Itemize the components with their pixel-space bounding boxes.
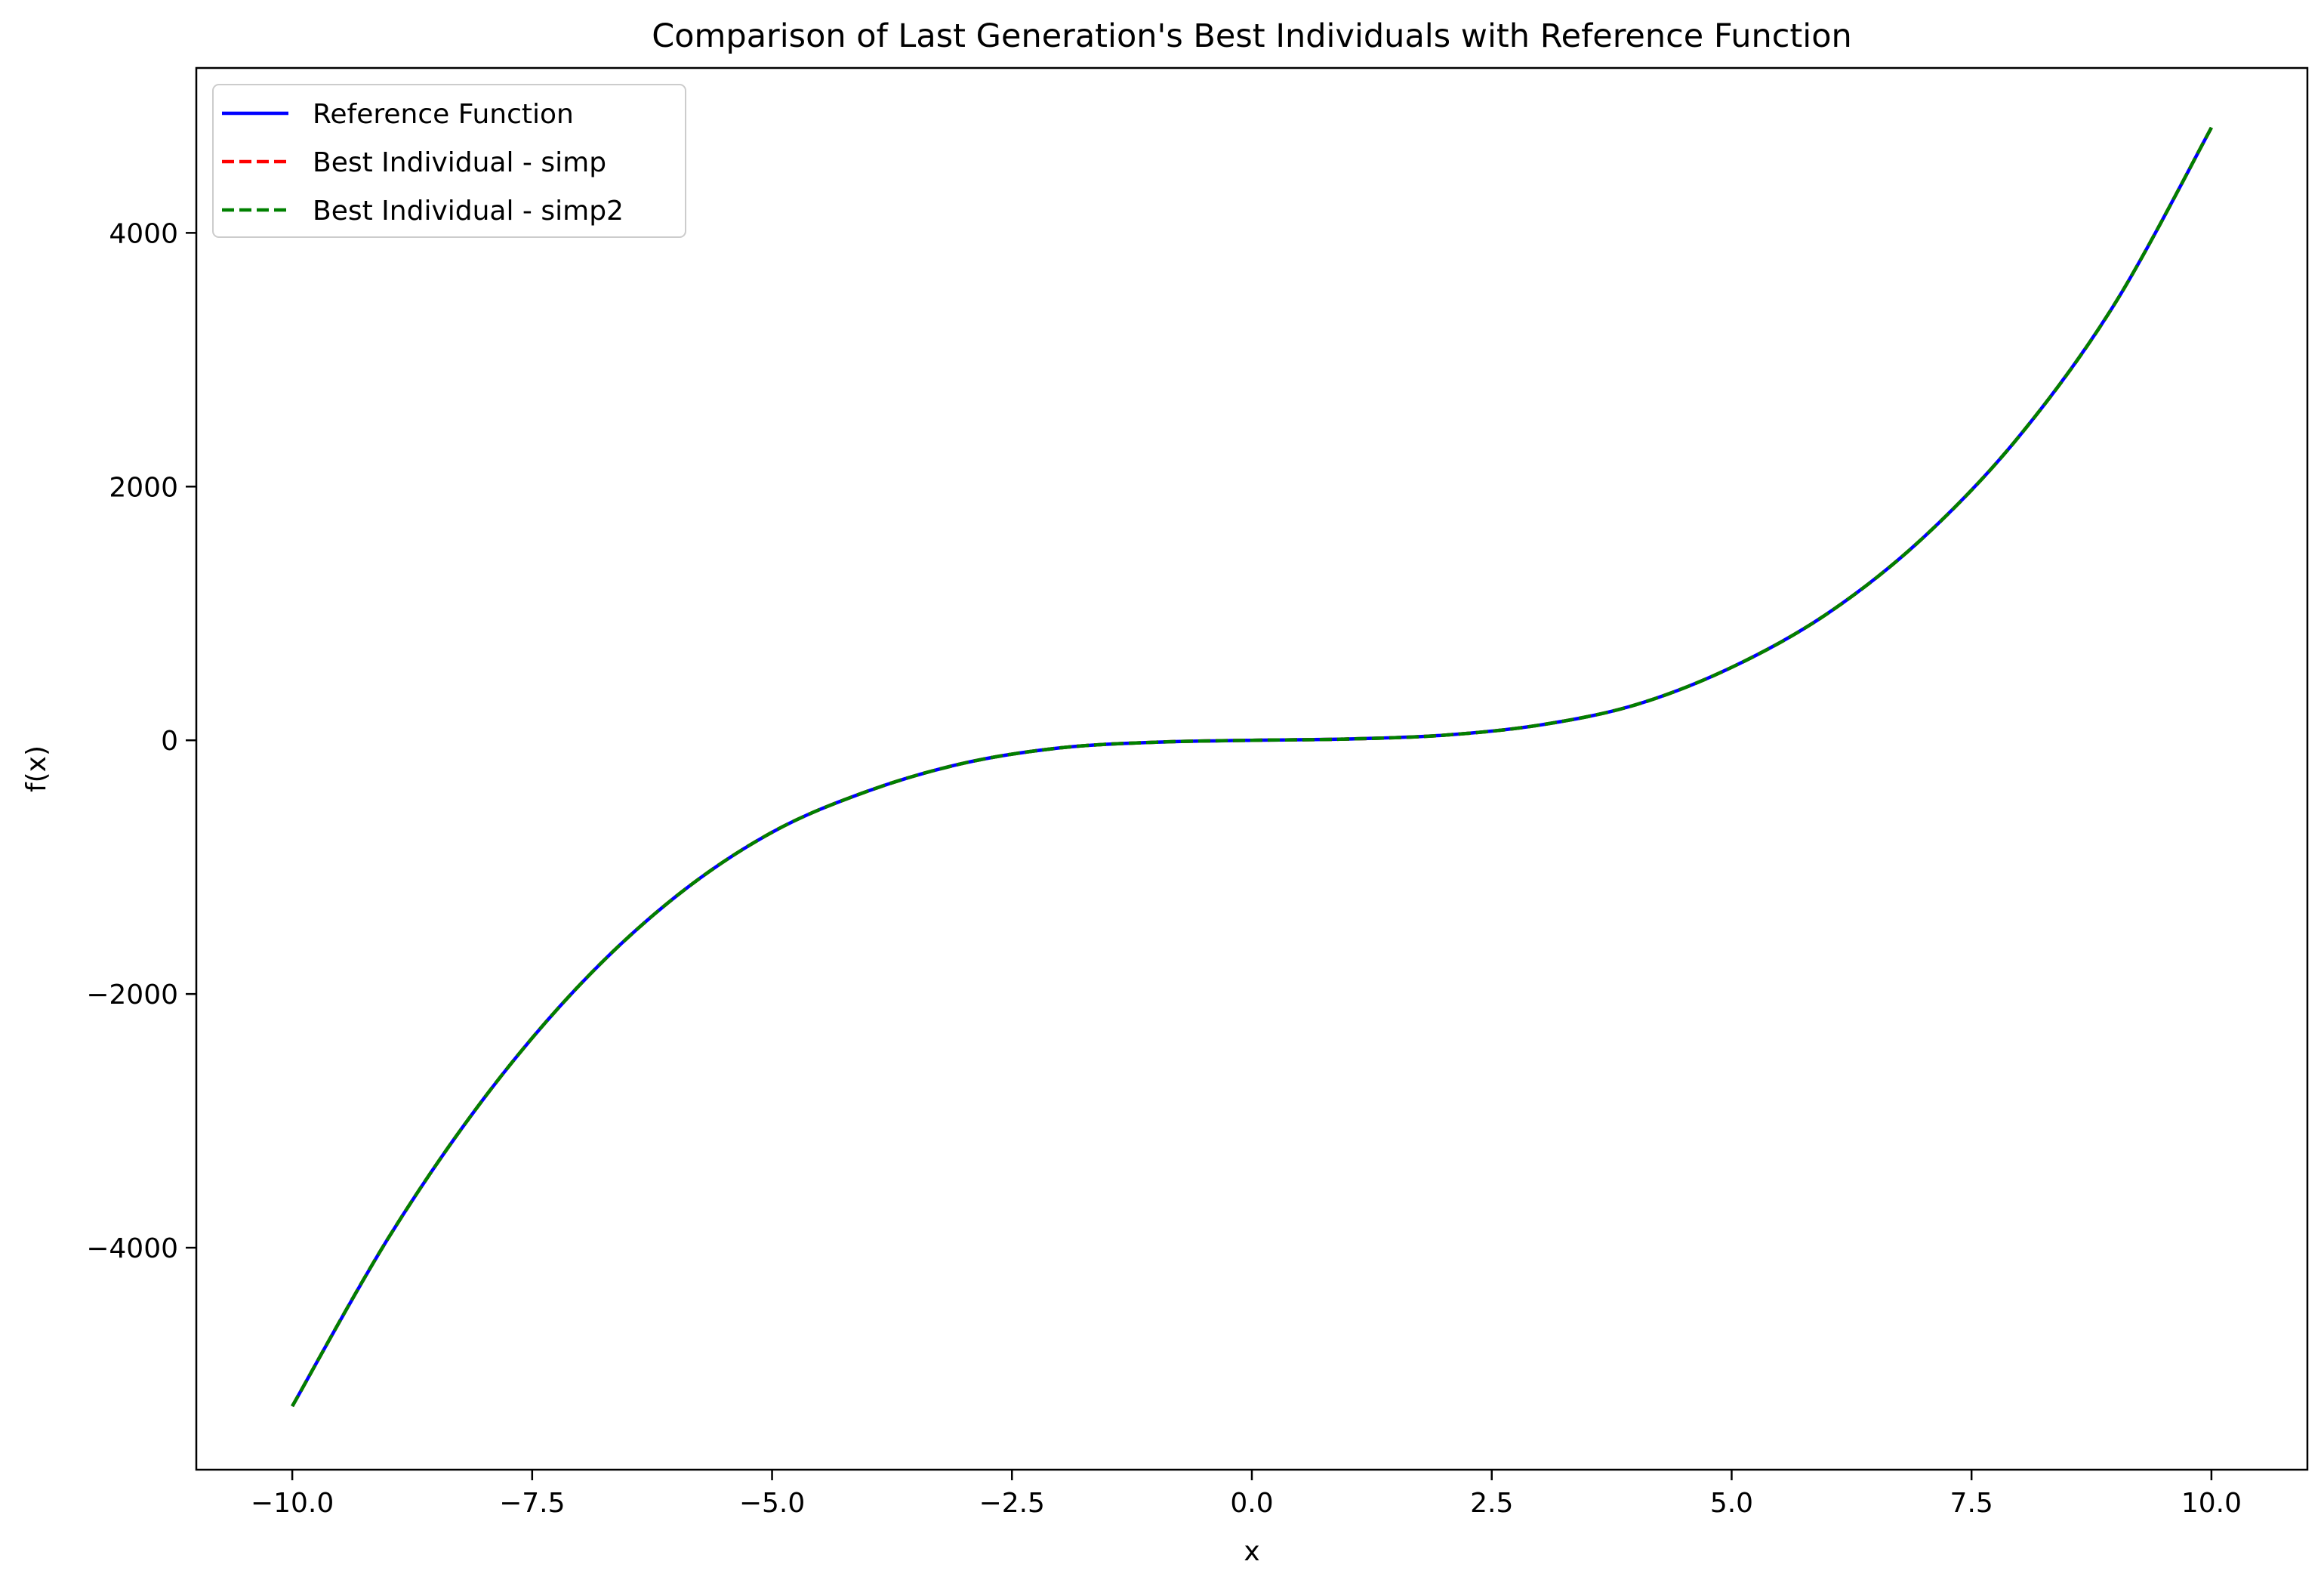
x-axis-label: x (1244, 1536, 1259, 1567)
series-line-1 (291, 126, 2213, 1408)
y-tick-label: 4000 (109, 218, 178, 249)
plot-lines (291, 126, 2213, 1408)
legend-label-3: Best Individual - simp2 (313, 196, 624, 227)
x-tick-label: −5.0 (739, 1488, 805, 1519)
x-tick-label: −10.0 (251, 1488, 334, 1519)
y-tick-label: −2000 (86, 980, 178, 1011)
x-tick-label: −7.5 (499, 1488, 565, 1519)
x-tick-label: 10.0 (2181, 1488, 2242, 1519)
series-line-3 (291, 126, 2213, 1408)
series-line-2 (291, 126, 2213, 1408)
x-tick-label: 2.5 (1470, 1488, 1513, 1519)
y-tick-label: 0 (161, 726, 178, 757)
y-tick-label: −4000 (86, 1233, 178, 1264)
chart-title: Comparison of Last Generation's Best Ind… (652, 17, 1852, 55)
y-tick-label: 2000 (109, 472, 178, 503)
x-tick-label: 7.5 (1950, 1488, 1993, 1519)
legend-label-1: Reference Function (313, 99, 574, 130)
legend: Reference Function Best Individual - simp… (212, 84, 686, 238)
x-tick-label: 0.0 (1230, 1488, 1273, 1519)
legend-box (212, 84, 686, 238)
x-tick-label: 5.0 (1710, 1488, 1753, 1519)
y-axis-label: f(x) (21, 745, 52, 792)
y-axis-ticks: −4000 −2000 0 2000 4000 (86, 218, 196, 1264)
plot-frame (195, 66, 2309, 1471)
x-axis-ticks: −10.0 −7.5 −5.0 −2.5 0.0 2.5 5.0 7.5 10.0 (251, 1470, 2242, 1519)
x-tick-label: −2.5 (979, 1488, 1045, 1519)
legend-label-2: Best Individual - simp (313, 147, 606, 178)
